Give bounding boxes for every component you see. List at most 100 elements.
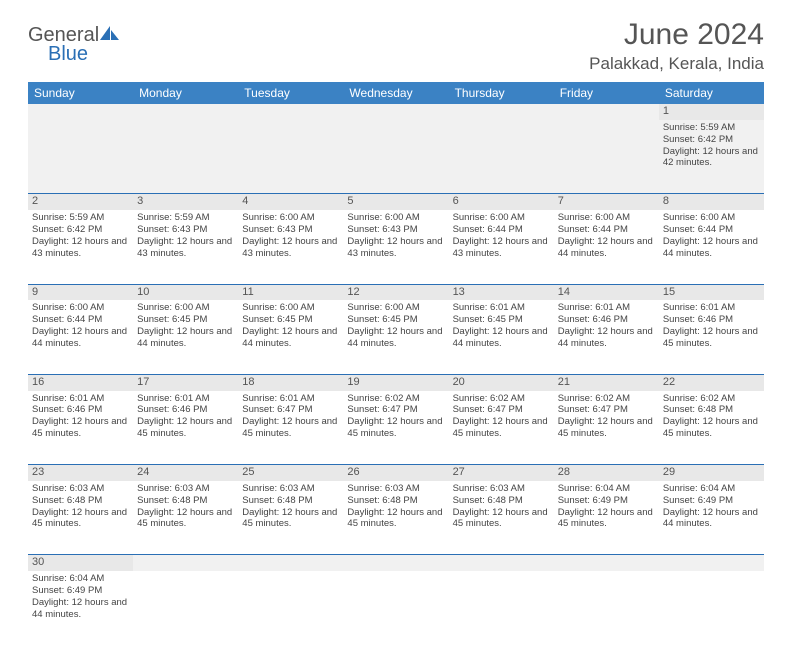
- day-header: Friday: [554, 82, 659, 104]
- day-number-cell: 6: [449, 194, 554, 210]
- sunrise-line: Sunrise: 6:00 AM: [558, 212, 655, 224]
- day-number-cell: 21: [554, 374, 659, 390]
- calendar-page: General Blue June 2024 Palakkad, Kerala,…: [0, 0, 792, 645]
- day-cell: Sunrise: 6:01 AMSunset: 6:46 PMDaylight:…: [659, 300, 764, 374]
- daylight-line: Daylight: 12 hours and 45 minutes.: [558, 507, 655, 531]
- sunset-line: Sunset: 6:45 PM: [347, 314, 444, 326]
- day-cell: Sunrise: 6:01 AMSunset: 6:47 PMDaylight:…: [238, 391, 343, 465]
- sunrise-line: Sunrise: 6:01 AM: [453, 302, 550, 314]
- week-row: Sunrise: 5:59 AMSunset: 6:42 PMDaylight:…: [28, 210, 764, 284]
- daylight-line: Daylight: 12 hours and 45 minutes.: [242, 507, 339, 531]
- sunset-line: Sunset: 6:47 PM: [558, 404, 655, 416]
- day-number-cell: 14: [554, 284, 659, 300]
- day-number-cell: 3: [133, 194, 238, 210]
- day-cell: Sunrise: 6:02 AMSunset: 6:47 PMDaylight:…: [554, 391, 659, 465]
- month-title: June 2024: [589, 18, 764, 52]
- sunrise-line: Sunrise: 6:00 AM: [347, 302, 444, 314]
- sunrise-line: Sunrise: 5:59 AM: [663, 122, 760, 134]
- sunset-line: Sunset: 6:42 PM: [32, 224, 129, 236]
- daylight-line: Daylight: 12 hours and 44 minutes.: [663, 236, 760, 260]
- sunrise-line: Sunrise: 6:03 AM: [137, 483, 234, 495]
- day-number-cell: 29: [659, 465, 764, 481]
- sunrise-line: Sunrise: 6:00 AM: [242, 302, 339, 314]
- daylight-line: Daylight: 12 hours and 45 minutes.: [32, 507, 129, 531]
- day-cell: [659, 571, 764, 645]
- day-number-cell: 27: [449, 465, 554, 481]
- sunrise-line: Sunrise: 6:04 AM: [32, 573, 129, 585]
- brand-blue: Blue: [48, 43, 121, 66]
- day-number-cell: 9: [28, 284, 133, 300]
- sunrise-line: Sunrise: 6:02 AM: [453, 393, 550, 405]
- day-number-row: 1: [28, 104, 764, 120]
- daylight-line: Daylight: 12 hours and 43 minutes.: [242, 236, 339, 260]
- sunset-line: Sunset: 6:42 PM: [663, 134, 760, 146]
- day-cell: Sunrise: 6:04 AMSunset: 6:49 PMDaylight:…: [659, 481, 764, 555]
- day-number-row: 9101112131415: [28, 284, 764, 300]
- day-number-cell: [554, 104, 659, 120]
- daylight-line: Daylight: 12 hours and 45 minutes.: [137, 416, 234, 440]
- week-row: Sunrise: 6:03 AM Sunset: 6:48 PM Daylight:…: [28, 481, 764, 555]
- daylight-line: Daylight: 12 hours and 43 minutes.: [347, 236, 444, 260]
- day-number-cell: 11: [238, 284, 343, 300]
- daylight-line: Daylight: 12 hours and 45 minutes.: [32, 416, 129, 440]
- day-number-cell: [133, 104, 238, 120]
- day-cell: Sunrise: 5:59 AMSunset: 6:42 PMDaylight:…: [28, 210, 133, 284]
- daylight-line: Daylight: 12 hours and 45 minutes.: [137, 507, 234, 531]
- sunset-line: Sunset: 6:47 PM: [347, 404, 444, 416]
- daylight-line: Daylight: 12 hours and 45 minutes.: [347, 416, 444, 440]
- sunset-line: Sunset: 6:49 PM: [558, 495, 655, 507]
- day-number-cell: [343, 104, 448, 120]
- sunrise-line: Sunrise: 5:59 AM: [32, 212, 129, 224]
- daylight-line: Daylight: 12 hours and 43 minutes.: [453, 236, 550, 260]
- sunrise-line: Sunrise: 6:00 AM: [347, 212, 444, 224]
- sunset-line: Sunset: 6:49 PM: [32, 585, 129, 597]
- daylight-line: Daylight: 12 hours and 44 minutes.: [137, 326, 234, 350]
- day-cell: [238, 571, 343, 645]
- day-cell: Sunrise: 6:03 AMSunset: 6:48 PMDaylight:…: [133, 481, 238, 555]
- day-cell: Sunrise: 6:01 AMSunset: 6:46 PMDaylight:…: [133, 391, 238, 465]
- day-number-cell: [28, 104, 133, 120]
- day-cell: Sunrise: 5:59 AMSunset: 6:42 PMDaylight:…: [659, 120, 764, 194]
- day-number-cell: 18: [238, 374, 343, 390]
- day-cell: Sunrise: 6:00 AMSunset: 6:43 PMDaylight:…: [343, 210, 448, 284]
- sunset-line: Sunset: 6:43 PM: [347, 224, 444, 236]
- day-cell: Sunrise: 6:00 AMSunset: 6:45 PMDaylight:…: [343, 300, 448, 374]
- sunset-line: Sunset: 6:46 PM: [558, 314, 655, 326]
- sunrise-line: Sunrise: 6:02 AM: [558, 393, 655, 405]
- day-cell: Sunrise: 6:00 AMSunset: 6:44 PMDaylight:…: [28, 300, 133, 374]
- sunrise-line: Sunrise: 6:01 AM: [663, 302, 760, 314]
- day-number-cell: 20: [449, 374, 554, 390]
- sunrise-line: Sunrise: 6:00 AM: [242, 212, 339, 224]
- daylight-line: Daylight: 12 hours and 44 minutes.: [347, 326, 444, 350]
- sunrise-line: Sunrise: 6:01 AM: [558, 302, 655, 314]
- sunset-line: Sunset: 6:48 PM: [347, 495, 444, 507]
- sunrise-line: Sunrise: 6:01 AM: [242, 393, 339, 405]
- day-number-cell: 25: [238, 465, 343, 481]
- daylight-line: Daylight: 12 hours and 43 minutes.: [32, 236, 129, 260]
- day-number-cell: 13: [449, 284, 554, 300]
- sunrise-line: Sunrise: 6:02 AM: [663, 393, 760, 405]
- day-cell: [133, 120, 238, 194]
- day-cell: Sunrise: 6:02 AMSunset: 6:47 PMDaylight:…: [449, 391, 554, 465]
- sunset-line: Sunset: 6:43 PM: [137, 224, 234, 236]
- day-header: Wednesday: [343, 82, 448, 104]
- sunrise-line: Sunrise: 6:00 AM: [453, 212, 550, 224]
- daylight-line: Daylight: 12 hours and 45 minutes.: [242, 416, 339, 440]
- sunrise-line: Sunrise: 6:04 AM: [558, 483, 655, 495]
- day-number-cell: 24: [133, 465, 238, 481]
- daylight-line: Daylight: 12 hours and 45 minutes.: [453, 416, 550, 440]
- sunrise-line: Sunrise: 6:00 AM: [663, 212, 760, 224]
- daylight-line: Daylight: 12 hours and 45 minutes.: [453, 507, 550, 531]
- sunrise-line: Sunrise: 6:01 AM: [32, 393, 129, 405]
- daylight-line: Daylight: 12 hours and 44 minutes.: [558, 326, 655, 350]
- sunrise-line: Sunrise: 6:00 AM: [137, 302, 234, 314]
- sunset-line: Sunset: 6:43 PM: [242, 224, 339, 236]
- daylight-line: Daylight: 12 hours and 45 minutes.: [663, 326, 760, 350]
- sunset-line: Sunset: 6:44 PM: [453, 224, 550, 236]
- day-number-cell: 2: [28, 194, 133, 210]
- day-cell: Sunrise: 6:03 AMSunset: 6:48 PMDaylight:…: [449, 481, 554, 555]
- sunrise-line: Sunrise: 6:03 AM: [453, 483, 550, 495]
- day-number-row: 30: [28, 555, 764, 571]
- day-cell: Sunrise: 6:00 AMSunset: 6:44 PMDaylight:…: [554, 210, 659, 284]
- day-number-cell: 22: [659, 374, 764, 390]
